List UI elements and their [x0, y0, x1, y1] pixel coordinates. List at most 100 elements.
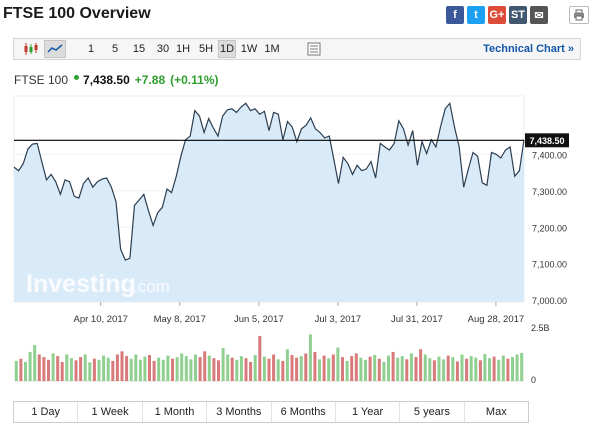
y-tick-label: 7,100.00: [532, 260, 567, 270]
interval-1d-button[interactable]: 1D: [218, 40, 236, 58]
volume-bar: [239, 356, 243, 381]
area-chart-button[interactable]: [44, 40, 66, 58]
volume-bar: [235, 359, 239, 381]
range-max-button[interactable]: Max: [485, 406, 507, 418]
volume-bar: [267, 358, 271, 381]
google-plus-share-button[interactable]: G+: [488, 6, 506, 24]
stocktwits-share-button[interactable]: ST: [509, 6, 527, 24]
range-1-year-button[interactable]: 1 Year: [336, 402, 401, 422]
volume-bar: [432, 360, 436, 381]
volume-bar: [60, 361, 64, 381]
google-plus-share-icon: G+: [489, 9, 505, 21]
volume-bar: [354, 353, 358, 381]
volume-bar: [308, 334, 312, 381]
volume-bar: [28, 351, 32, 382]
volume-bar: [69, 358, 73, 381]
volume-bar: [285, 349, 289, 381]
volume-bar: [455, 361, 459, 381]
volume-bar: [217, 360, 220, 381]
volume-bar: [313, 351, 317, 382]
volume-bar: [442, 359, 446, 381]
volume-bar: [336, 347, 340, 381]
chart-settings-button[interactable]: [304, 39, 324, 59]
price-change: +7.88: [134, 73, 166, 87]
volume-bar: [79, 357, 83, 381]
page-title: FTSE 100 Overview: [3, 5, 151, 22]
volume-bar: [382, 361, 386, 381]
volume-axis-zero: 0: [531, 375, 536, 385]
volume-bar: [134, 354, 138, 381]
volume-bar: [373, 355, 377, 381]
interval-1h-button[interactable]: 1H: [175, 43, 191, 55]
chart-settings-icon: [307, 42, 321, 56]
range-1-month-button[interactable]: 1 Month: [143, 402, 208, 422]
volume-bar: [230, 357, 234, 381]
volume-bar: [469, 356, 473, 381]
volume-bar: [281, 360, 285, 381]
x-tick-label: May 8, 2017: [154, 314, 206, 325]
volume-bar: [74, 360, 78, 381]
technical-chart-link[interactable]: Technical Chart »: [483, 43, 574, 55]
candlestick-chart-button[interactable]: [20, 39, 42, 59]
x-tick-label: Jul 3, 2017: [315, 314, 361, 325]
price-line: [13, 101, 525, 261]
volume-bar: [166, 355, 170, 381]
interval-30-button[interactable]: 30: [156, 43, 170, 55]
volume-bar: [451, 357, 455, 381]
range-1-day-button[interactable]: 1 Day: [14, 402, 79, 422]
current-price-label: 7,438.50: [529, 136, 564, 146]
chart-toolbar: 1 5 15 30 1H 5H 1D 1W 1M Technical Chart »: [13, 38, 581, 60]
volume-bar: [272, 354, 276, 381]
volume-bar: [207, 355, 211, 381]
volume-bar: [497, 359, 501, 381]
volume-bar: [157, 357, 161, 381]
volume-axis-max: 2.5B: [531, 323, 550, 333]
y-tick-label: 7,300.00: [532, 187, 567, 197]
volume-bar: [42, 357, 46, 381]
time-range-selector: 1 Day 1 Week 1 Month 3 Months 6 Months 1 Year…: [13, 401, 529, 423]
twitter-share-button[interactable]: t: [467, 6, 485, 24]
stocktwits-share-icon: ST: [510, 9, 526, 21]
print-icon: [574, 9, 584, 21]
volume-bar: [92, 358, 96, 381]
interval-15-button[interactable]: 15: [132, 43, 146, 55]
range-3-months-button[interactable]: 3 Months: [207, 402, 272, 422]
volume-bar: [111, 360, 115, 381]
email-share-button[interactable]: ✉: [530, 6, 548, 24]
volume-bar: [258, 335, 262, 381]
volume-bar: [129, 358, 133, 381]
volume-bar: [327, 358, 331, 381]
volume-bar: [331, 354, 335, 381]
quote-line: FTSE 100 7,438.50 +7.88 (+0.11%): [14, 73, 219, 87]
volume-bar: [387, 355, 390, 381]
range-1-week-button[interactable]: 1 Week: [78, 402, 143, 422]
volume-bar: [102, 355, 106, 381]
volume-bar: [152, 360, 156, 381]
interval-1w-button[interactable]: 1W: [240, 43, 258, 55]
interval-1m-button[interactable]: 1M: [264, 43, 280, 55]
interval-5-button[interactable]: 5: [111, 43, 119, 55]
price-chart[interactable]: Investing .com 7,400.00 7,300.00 7,200.00 7…: [0, 0, 594, 400]
current-price-box: [525, 133, 569, 148]
volume-bar: [143, 356, 147, 381]
volume-bar: [345, 360, 349, 381]
volume-bar: [405, 359, 409, 381]
range-6-months-button[interactable]: 6 Months: [272, 402, 336, 422]
volume-bar: [364, 359, 367, 381]
volume-bar: [189, 359, 193, 381]
instrument-name: FTSE 100: [14, 73, 69, 87]
y-tick-label: 7,400.00: [532, 150, 567, 160]
interval-5h-button[interactable]: 5H: [198, 43, 214, 55]
volume-bar: [350, 356, 354, 381]
x-tick-label: Jul 31, 2017: [391, 314, 443, 325]
volume-bar: [377, 358, 381, 381]
facebook-share-button[interactable]: f: [446, 6, 464, 24]
volume-bar: [391, 351, 395, 382]
interval-1-button[interactable]: 1: [87, 43, 95, 55]
volume-bar: [138, 359, 142, 381]
print-button[interactable]: [569, 6, 589, 24]
volume-bar: [478, 360, 482, 381]
range-5-years-button[interactable]: 5 years: [400, 402, 465, 422]
volume-bar: [125, 356, 129, 381]
volume-bar: [409, 353, 413, 381]
